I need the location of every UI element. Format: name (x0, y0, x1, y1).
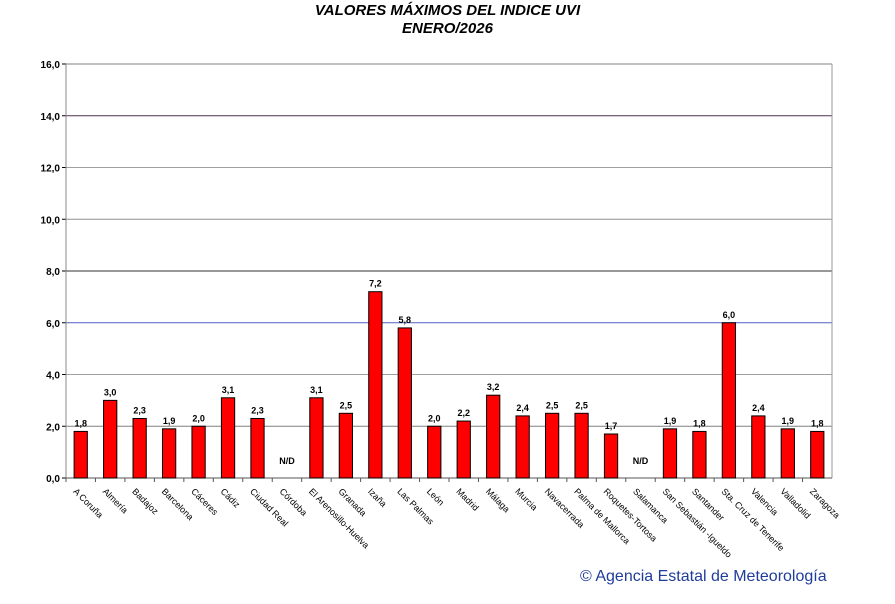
bar (427, 425, 442, 479)
x-tick-label: León (425, 486, 446, 507)
y-tick-label: 0,0 (46, 474, 60, 485)
data-label: 1,8 (693, 418, 706, 428)
y-tick-label: 8,0 (46, 267, 60, 278)
data-label: 5,8 (399, 315, 412, 325)
bar (191, 425, 206, 479)
x-tick-label: Málaga (484, 486, 512, 514)
x-tick-label: Izaña (366, 486, 389, 509)
data-label: 1,7 (605, 421, 618, 431)
y-tick-label: 10,0 (41, 215, 61, 226)
bar (486, 394, 501, 479)
data-label: 1,8 (811, 418, 824, 428)
bar (603, 433, 619, 479)
y-tick-label: 4,0 (46, 371, 60, 382)
data-label: 2,5 (546, 400, 559, 410)
data-label: 1,8 (74, 418, 87, 428)
x-tick-label: Badajoz (130, 486, 160, 516)
bar (515, 415, 530, 479)
x-tick-label: Almería (101, 486, 130, 515)
bar (721, 322, 737, 479)
credit-text: © Agencia Estatal de Meteorología (580, 568, 827, 585)
data-label: 2,4 (516, 403, 529, 413)
bar (161, 428, 177, 479)
data-label: 7,2 (369, 279, 382, 289)
data-label: 3,1 (222, 385, 235, 395)
data-label: 2,4 (752, 403, 765, 413)
y-tick-label: 12,0 (41, 164, 61, 175)
bar (338, 412, 354, 479)
y-tick-label: 16,0 (41, 60, 61, 71)
x-tick-label: A Coruña (71, 486, 105, 520)
bar (456, 420, 471, 479)
bar (103, 399, 118, 479)
bar (662, 428, 678, 479)
x-tick-label: Roquetes-Tortosa (602, 486, 659, 543)
data-label: 6,0 (723, 310, 736, 320)
data-label: N/D (279, 456, 295, 466)
data-label: 1,9 (664, 416, 677, 426)
x-tick-label: Palma de Mallorca (572, 486, 632, 546)
chart-title: VALORES MÁXIMOS DEL INDICE UVI (314, 2, 581, 19)
data-label: 1,9 (163, 416, 176, 426)
bar (309, 397, 324, 479)
bar (780, 428, 795, 479)
data-label: 2,0 (428, 413, 441, 423)
bar (574, 412, 589, 479)
data-label: 1,9 (782, 416, 795, 426)
data-label: 3,1 (310, 385, 323, 395)
bar (220, 397, 236, 479)
bar (73, 430, 88, 479)
x-tick-label: Zaragoza (808, 486, 842, 520)
bar (132, 417, 147, 479)
data-label: 2,3 (133, 405, 146, 415)
x-tick-label: Murcia (513, 486, 539, 512)
bar (692, 430, 707, 479)
bar (810, 430, 825, 479)
data-label: 3,0 (104, 387, 117, 397)
y-tick-label: 14,0 (41, 112, 61, 123)
x-tick-label: Cádiz (219, 486, 243, 510)
y-tick-label: 2,0 (46, 422, 60, 433)
data-label: 2,2 (457, 408, 470, 418)
data-label: 2,3 (251, 405, 264, 415)
bar (751, 415, 766, 479)
chart-subtitle: ENERO/2026 (402, 20, 493, 37)
bar (368, 291, 383, 479)
data-label: 3,2 (487, 382, 500, 392)
data-label: 2,0 (192, 413, 205, 423)
bar (544, 412, 560, 479)
data-label: N/D (633, 456, 649, 466)
bar (397, 327, 412, 479)
x-tick-label: Madrid (454, 486, 481, 513)
x-tick-label: Valladolid (778, 486, 812, 520)
y-tick-label: 6,0 (46, 319, 60, 330)
bar (250, 417, 265, 479)
data-label: 2,5 (340, 400, 353, 410)
data-label: 2,5 (575, 400, 588, 410)
